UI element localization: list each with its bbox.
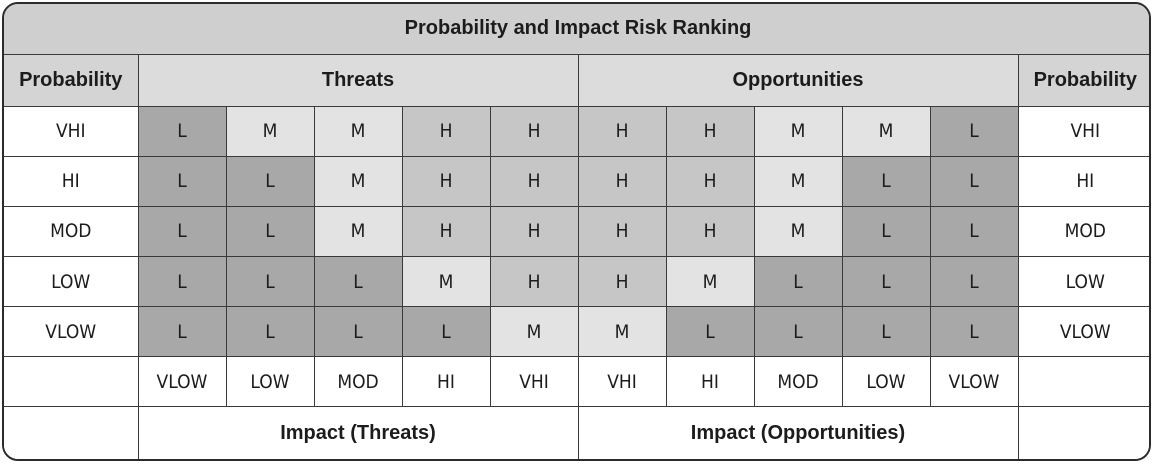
opportunity-cell: L [753,306,843,358]
impact-opportunity-label: HI [665,356,755,408]
impact-threats-label: Impact (Threats) [137,406,579,459]
threat-cell: M [313,155,403,207]
threat-cell: L [225,306,315,358]
probability-label-left: VHI [4,105,139,157]
table-title: Probability and Impact Risk Ranking [4,4,1149,55]
threat-cell: M [313,105,403,157]
opportunity-cell: M [577,306,667,358]
probability-label-left: VLOW [4,306,139,358]
opportunity-cell: M [753,105,843,157]
threat-cell: H [489,205,579,258]
threat-cell: L [137,155,227,207]
probability-label-right: MOD [1017,205,1149,258]
opportunity-cell: H [665,155,755,207]
impact-opportunities-label: Impact (Opportunities) [577,406,1019,459]
opportunity-cell: H [577,256,667,308]
impact-threat-label: LOW [225,356,315,408]
threat-cell: H [489,155,579,207]
opportunity-cell: H [577,105,667,157]
impact-threat-label: HI [401,356,491,408]
threat-cell: L [137,256,227,308]
opportunity-cell: M [665,256,755,308]
threat-cell: H [489,105,579,157]
impact-footer-row: Impact (Threats) Impact (Opportunities) [4,406,1149,459]
threat-cell: M [489,306,579,358]
empty-footer-left [4,406,139,459]
impact-opportunity-label: VLOW [929,356,1019,408]
opportunity-cell: L [841,155,931,207]
probability-label-right: VHI [1017,105,1149,157]
empty-corner-right [1017,356,1149,408]
threat-cell: M [313,205,403,258]
threat-cell: L [401,306,491,358]
opportunity-cell: H [577,155,667,207]
risk-table: Probability and Impact Risk Ranking Prob… [4,4,1149,459]
threat-cell: L [137,205,227,258]
opportunity-cell: L [753,256,843,308]
table-row: MOD L L M H H H H M L L MOD [4,205,1149,258]
impact-opportunity-label: LOW [841,356,931,408]
threats-header: Threats [137,53,579,107]
opportunity-cell: L [929,306,1019,358]
opportunity-cell: L [929,105,1019,157]
probability-label-left: MOD [4,205,139,258]
impact-threat-label: VLOW [137,356,227,408]
probability-header-left: Probability [4,53,139,107]
threat-cell: L [137,105,227,157]
threat-cell: M [401,256,491,308]
opportunity-cell: M [841,105,931,157]
opportunity-cell: L [841,205,931,258]
opportunity-cell: L [841,306,931,358]
probability-label-right: HI [1017,155,1149,207]
opportunity-cell: L [665,306,755,358]
probability-label-left: LOW [4,256,139,308]
table-row: VLOW L L L L M M L L L L VLOW [4,306,1149,358]
threat-cell: H [489,256,579,308]
probability-label-right: LOW [1017,256,1149,308]
opportunity-cell: H [665,105,755,157]
opportunity-cell: H [665,205,755,258]
probability-label-left: HI [4,155,139,207]
probability-label-right: VLOW [1017,306,1149,358]
table-row: HI L L M H H H H M L L HI [4,155,1149,207]
table-row: LOW L L L M H H M L L L LOW [4,256,1149,308]
threat-cell: L [225,256,315,308]
opportunity-cell: M [753,205,843,258]
probability-header-right: Probability [1017,53,1149,107]
empty-footer-right [1017,406,1149,459]
threat-cell: L [137,306,227,358]
threat-cell: L [313,306,403,358]
opportunity-cell: L [929,256,1019,308]
impact-opportunity-label: VHI [577,356,667,408]
threat-cell: L [225,155,315,207]
empty-corner-left [4,356,139,408]
threat-cell: H [401,155,491,207]
threat-cell: H [401,205,491,258]
threat-cell: H [401,105,491,157]
table-row: VHI L M M H H H H M M L VHI [4,105,1149,157]
opportunities-header: Opportunities [577,53,1019,107]
opportunity-cell: L [841,256,931,308]
opportunity-cell: H [577,205,667,258]
impact-threat-label: VHI [489,356,579,408]
threat-cell: M [225,105,315,157]
threat-cell: L [225,205,315,258]
impact-opportunity-label: MOD [753,356,843,408]
impact-axis-row: VLOW LOW MOD HI VHI VHI HI MOD LOW VLOW [4,356,1149,408]
threat-cell: L [313,256,403,308]
opportunity-cell: M [753,155,843,207]
opportunity-cell: L [929,205,1019,258]
impact-threat-label: MOD [313,356,403,408]
opportunity-cell: L [929,155,1019,207]
